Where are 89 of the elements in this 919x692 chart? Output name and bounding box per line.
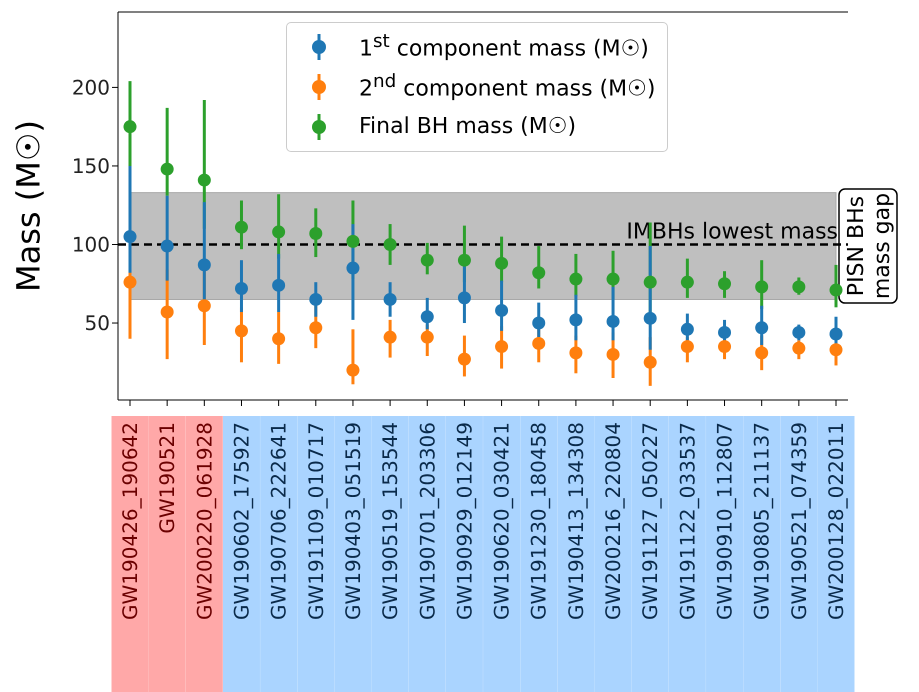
point — [458, 254, 471, 267]
legend-label: 1$^{st}$ component mass (M☉) — [359, 31, 649, 62]
point — [495, 304, 508, 317]
x-tick-label: GW190910_112807 — [712, 422, 737, 620]
point — [718, 326, 732, 339]
x-tick-label: GW190701_203306 — [415, 422, 440, 620]
point — [755, 346, 768, 360]
y-tick-label: 50 — [84, 311, 110, 336]
point — [532, 266, 546, 280]
point — [384, 292, 397, 306]
point — [198, 174, 211, 187]
point — [420, 330, 434, 344]
band-label: PISN BHs mass gap — [844, 192, 895, 300]
x-tick-label: GW191127_050227 — [638, 422, 662, 620]
point — [644, 356, 657, 369]
point — [346, 262, 360, 275]
point — [792, 326, 806, 339]
y-axis-title: Mass (M☉) — [9, 120, 48, 292]
point — [234, 220, 248, 234]
point — [272, 332, 286, 346]
x-tick-label: GW200220_061928 — [192, 422, 216, 620]
point — [198, 258, 211, 272]
x-tick-label: GW200128_022011 — [824, 422, 848, 620]
point — [160, 162, 174, 176]
point — [830, 328, 842, 341]
point — [644, 312, 657, 325]
point — [124, 230, 136, 244]
point — [830, 343, 842, 356]
point — [680, 322, 694, 336]
point — [718, 340, 732, 354]
point — [124, 276, 136, 289]
x-tick-label: GW190706_222641 — [266, 422, 291, 620]
point — [458, 291, 471, 304]
point — [234, 324, 248, 338]
x-tick-label: GW190602_175927 — [229, 422, 254, 620]
point — [755, 321, 768, 334]
point — [830, 284, 842, 297]
point — [346, 364, 360, 377]
point — [606, 314, 620, 328]
point — [160, 240, 174, 253]
y-tick-label: 150 — [72, 154, 110, 178]
x-tick-label: GW191122_033537 — [675, 422, 700, 620]
point — [384, 238, 397, 251]
point — [198, 299, 211, 312]
point — [495, 340, 508, 354]
point — [569, 272, 582, 286]
point — [680, 340, 694, 354]
x-tick-label: GW190426_190642 — [118, 422, 142, 620]
point — [792, 280, 806, 294]
point — [569, 346, 582, 360]
y-tick-label: 100 — [72, 232, 110, 257]
x-tick-label: GW190403_051519 — [340, 422, 365, 620]
x-tick-label: GW190519_153544 — [378, 422, 402, 620]
point — [309, 226, 322, 240]
point — [680, 276, 694, 289]
x-tick-label: GW200216_220804 — [601, 422, 626, 620]
x-tick-label: GW191230_180458 — [526, 422, 551, 620]
point — [458, 352, 471, 366]
point — [384, 330, 397, 344]
point — [792, 342, 806, 355]
point — [124, 120, 136, 134]
x-tick-label: GW190620_030421 — [490, 422, 514, 620]
point — [755, 280, 768, 294]
x-tick-label: GW190521 — [155, 422, 180, 534]
x-tick-label: GW190805_211137 — [750, 422, 774, 620]
point — [569, 313, 582, 326]
point — [272, 225, 286, 238]
point — [309, 321, 322, 334]
point — [272, 278, 286, 292]
point — [234, 282, 248, 295]
point — [420, 310, 434, 324]
point — [644, 276, 657, 289]
point — [606, 272, 620, 286]
y-tick-label: 200 — [72, 76, 110, 100]
point — [495, 256, 508, 270]
x-tick-label: GW190929_012149 — [452, 422, 476, 620]
point — [420, 254, 434, 267]
point — [532, 336, 546, 350]
point — [606, 348, 620, 361]
point — [160, 306, 174, 319]
point — [346, 234, 360, 248]
point — [718, 277, 732, 290]
legend-label: 2$^{nd}$ component mass (M☉) — [359, 71, 656, 102]
point — [532, 316, 546, 330]
x-tick-label: GW190413_134308 — [564, 422, 588, 620]
x-tick-label: GW190521_074359 — [786, 422, 811, 620]
legend-label: Final BH mass (M☉) — [359, 114, 576, 139]
x-tick-label: GW191109_010717 — [304, 422, 328, 620]
point — [309, 292, 322, 306]
